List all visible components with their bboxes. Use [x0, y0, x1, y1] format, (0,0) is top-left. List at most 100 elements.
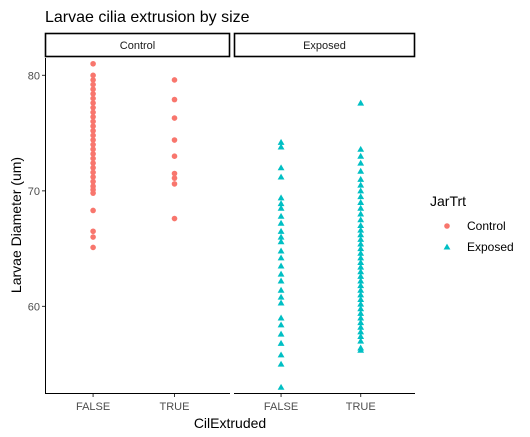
- data-point: [171, 175, 178, 181]
- data-point: [277, 314, 285, 321]
- data-point: [90, 164, 96, 171]
- data-point: [357, 291, 365, 298]
- data-point: [90, 132, 96, 139]
- data-point: [90, 123, 96, 129]
- data-point: [357, 319, 365, 326]
- data-point: [171, 215, 178, 222]
- data-point: [90, 244, 96, 251]
- facet-panel-exposed: Exposed: [233, 32, 416, 390]
- data-point: [357, 145, 365, 152]
- data-point: [357, 314, 365, 321]
- legend-title: JarTrt: [430, 193, 466, 209]
- data-point: [357, 286, 365, 293]
- data-point: [357, 159, 365, 166]
- data-point: [357, 152, 365, 159]
- data-point: [90, 91, 96, 97]
- data-point: [277, 219, 285, 226]
- legend-key-control: [444, 223, 450, 229]
- data-point: [277, 247, 285, 254]
- data-point: [277, 293, 285, 300]
- x-axis-title: CilExtruded: [194, 415, 266, 431]
- data-point: [171, 137, 178, 143]
- data-point: [357, 240, 365, 247]
- data-point: [277, 204, 285, 211]
- y-axis-title: Larvae Diameter (um): [8, 157, 24, 293]
- data-point: [90, 109, 96, 116]
- data-point: [90, 190, 96, 196]
- points-exposed: [277, 99, 365, 390]
- data-point: [171, 181, 178, 187]
- data-point: [171, 115, 178, 121]
- data-point: [357, 277, 365, 284]
- data-point: [357, 210, 365, 217]
- data-point: [357, 181, 365, 188]
- data-point: [277, 286, 285, 293]
- legend-label-exposed: Exposed: [467, 240, 514, 254]
- data-point: [171, 96, 178, 103]
- data-point: [277, 270, 285, 277]
- data-point: [90, 114, 96, 120]
- data-point: [357, 272, 365, 279]
- data-point: [277, 194, 285, 201]
- data-point: [90, 207, 96, 214]
- x-tick-label: FALSE: [76, 401, 110, 413]
- data-point: [90, 81, 96, 88]
- data-point: [277, 173, 285, 180]
- data-point: [357, 167, 365, 174]
- data-point: [357, 231, 365, 238]
- data-point: [277, 238, 285, 245]
- data-point: [90, 60, 96, 67]
- data-point: [357, 216, 365, 223]
- x-tick-label: TRUE: [346, 401, 376, 413]
- data-point: [277, 143, 285, 150]
- data-point: [171, 170, 178, 177]
- data-point: [357, 300, 365, 307]
- facet-strip-control: [44, 32, 231, 58]
- data-point: [357, 235, 365, 242]
- data-point: [277, 360, 285, 367]
- data-point: [357, 263, 365, 270]
- data-point: [357, 268, 365, 275]
- data-point: [277, 227, 285, 234]
- facet-panel-control: Control: [44, 32, 231, 251]
- data-point: [357, 245, 365, 252]
- data-point: [90, 160, 96, 166]
- data-point: [90, 178, 96, 185]
- data-point: [90, 141, 96, 148]
- legend-key-exposed: [443, 243, 451, 250]
- data-point: [90, 127, 96, 134]
- legend-label-control: Control: [467, 219, 506, 233]
- data-point: [277, 138, 285, 145]
- data-point: [277, 233, 285, 240]
- data-point: [90, 146, 96, 153]
- data-point: [277, 200, 285, 207]
- points-control: [90, 60, 178, 251]
- data-point: [90, 104, 96, 111]
- data-point: [357, 254, 365, 261]
- data-point: [90, 100, 96, 106]
- data-point: [277, 164, 285, 171]
- data-point: [357, 193, 365, 200]
- data-point: [357, 332, 365, 339]
- data-point: [171, 77, 178, 83]
- data-point: [357, 226, 365, 233]
- data-point: [277, 254, 285, 261]
- legend: JarTrt Control Exposed: [430, 193, 514, 254]
- y-tick-label: 70: [28, 186, 40, 198]
- data-point: [277, 299, 285, 306]
- facet-strip-label-control: Control: [120, 40, 155, 52]
- data-point: [357, 282, 365, 289]
- data-point: [357, 337, 365, 344]
- data-point: [277, 321, 285, 328]
- data-point: [277, 330, 285, 337]
- data-point: [277, 277, 285, 284]
- data-point: [90, 234, 96, 240]
- data-point: [90, 169, 96, 176]
- data-point: [357, 198, 365, 205]
- data-point: [357, 323, 365, 330]
- data-point: [357, 309, 365, 316]
- data-point: [357, 305, 365, 312]
- data-point: [357, 328, 365, 335]
- data-point: [90, 72, 96, 79]
